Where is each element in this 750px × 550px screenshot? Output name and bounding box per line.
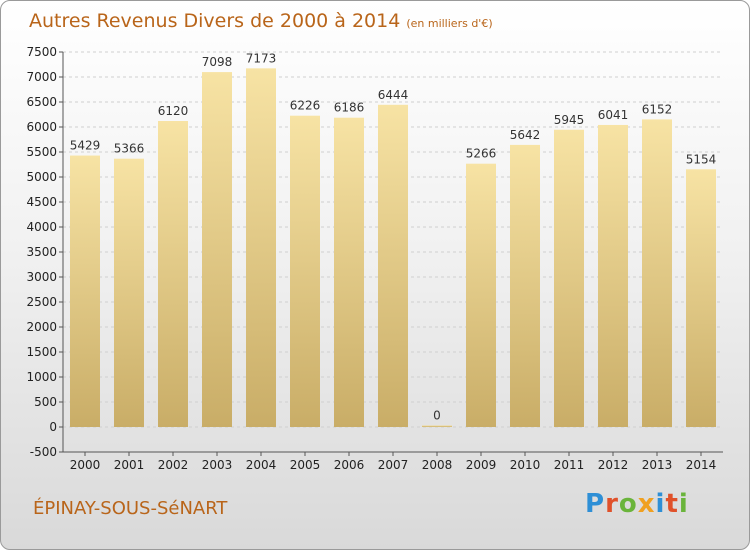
y-tick-labels: -500 0 500 1000 1500 2000 2500 3000 3500 4000 4500…: [26, 45, 57, 459]
x-tick-label-2014: 2014: [686, 458, 717, 472]
axes: [62, 52, 723, 456]
brand-letter: x: [637, 489, 656, 519]
y-tick-label: 0: [49, 420, 57, 434]
bar-2008: [422, 425, 452, 427]
value-label-2010: 5642: [510, 128, 541, 142]
y-tick-label: 4000: [26, 220, 57, 234]
bar-2010: [510, 144, 540, 427]
value-label-2001: 5366: [114, 142, 145, 156]
value-label-2002: 6120: [158, 104, 189, 118]
bar-2002: [158, 121, 188, 427]
bar-2014: [686, 169, 716, 428]
y-tick-label: 1500: [26, 345, 57, 359]
brand-letter: P: [585, 489, 606, 519]
value-label-2005: 6226: [290, 99, 321, 113]
x-tick-labels: 2000 2001 2002 2003 2004 2005 2006 2007 2008 2009…: [70, 458, 717, 472]
bar-2006: [334, 117, 364, 427]
x-tick-label-2003: 2003: [202, 458, 233, 472]
x-tick-label-2012: 2012: [598, 458, 629, 472]
value-label-2011: 5945: [554, 113, 585, 127]
chart-title: Autres Revenus Divers de 2000 à 2014 (en …: [29, 10, 493, 32]
brand-letter: r: [605, 489, 619, 519]
x-tick-label-2004: 2004: [246, 458, 277, 472]
brand-letter: t: [665, 489, 679, 519]
value-label-2006: 6186: [334, 101, 365, 115]
x-tick-label-2008: 2008: [422, 458, 453, 472]
y-tick-label: 1000: [26, 370, 57, 384]
value-label-2012: 6041: [598, 108, 629, 122]
value-label-2013: 6152: [642, 102, 673, 116]
brand-letter: o: [618, 489, 638, 519]
value-label-2009: 5266: [466, 147, 497, 161]
x-tick-label-2011: 2011: [554, 458, 585, 472]
y-tick-label: 500: [34, 395, 57, 409]
y-tick-label: -500: [30, 445, 57, 459]
bar-2001: [114, 158, 144, 427]
bar-2004: [246, 68, 276, 427]
bar-2011: [554, 129, 584, 427]
bar-2003: [202, 72, 232, 427]
y-tick-label: 6000: [26, 120, 57, 134]
y-tick-label: 6500: [26, 95, 57, 109]
value-label-2014: 5154: [686, 152, 717, 166]
x-tick-label-2007: 2007: [378, 458, 409, 472]
value-label-2004: 7173: [246, 51, 277, 65]
y-tick-label: 3000: [26, 270, 57, 284]
brand-letter: i: [655, 489, 666, 519]
y-tick-label: 7000: [26, 70, 57, 84]
value-label-2000: 5429: [70, 139, 101, 153]
y-tick-label: 5000: [26, 170, 57, 184]
brand-logo: Proxiti: [585, 489, 689, 519]
y-tick-label: 3500: [26, 245, 57, 259]
x-tick-label-2001: 2001: [114, 458, 145, 472]
value-label-2008: 0: [433, 409, 441, 423]
y-tick-label: 5500: [26, 145, 57, 159]
x-tick-label-2006: 2006: [334, 458, 365, 472]
bar-2005: [290, 115, 320, 427]
bar-2012: [598, 124, 628, 427]
y-tick-label: 2500: [26, 295, 57, 309]
chart-unit: (en milliers d'€): [406, 17, 493, 30]
y-tick-label: 4500: [26, 195, 57, 209]
bar-2000: [70, 155, 100, 428]
x-tick-label-2013: 2013: [642, 458, 673, 472]
value-labels: 5429 5366 6120 7098 7173 6226 6186 6444 0 5266 564…: [70, 51, 717, 422]
value-label-2003: 7098: [202, 55, 233, 69]
bar-2007: [378, 104, 408, 428]
bar-2009: [466, 163, 496, 427]
value-label-2007: 6444: [378, 88, 409, 102]
x-tick-label-2000: 2000: [70, 458, 101, 472]
chart-title-text: Autres Revenus Divers de 2000 à 2014: [29, 10, 401, 32]
x-tick-label-2002: 2002: [158, 458, 189, 472]
bars: [70, 68, 716, 428]
bar-2013: [642, 119, 672, 428]
brand-letter: i: [678, 489, 689, 519]
city-name: ÉPINAY-SOUS-SéNART: [33, 498, 228, 519]
x-tick-label-2005: 2005: [290, 458, 321, 472]
x-tick-label-2010: 2010: [510, 458, 541, 472]
y-tick-label: 7500: [26, 45, 57, 59]
y-tick-label: 2000: [26, 320, 57, 334]
x-tick-label-2009: 2009: [466, 458, 497, 472]
